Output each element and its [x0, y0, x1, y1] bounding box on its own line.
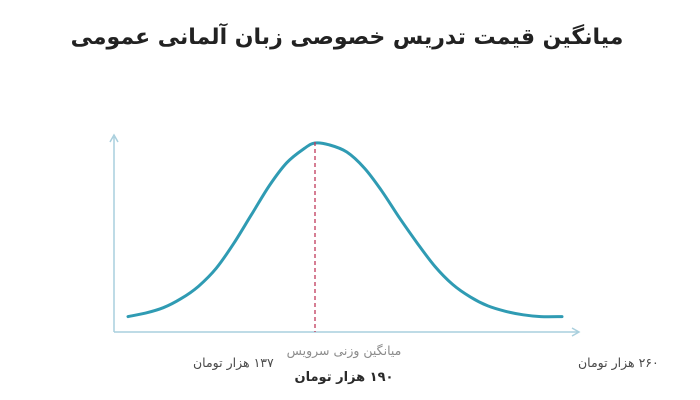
- max-price-label: ۲۶۰ هزار تومان: [578, 355, 659, 371]
- x-axis-arrow: [571, 327, 581, 337]
- y-axis-arrow: [109, 133, 119, 143]
- chart-title: میانگین قیمت تدریس خصوصی زبان آلمانی عمو…: [71, 22, 624, 50]
- x-axis: [114, 327, 581, 337]
- y-axis: [109, 133, 119, 332]
- mean-caption: میانگین وزنی سرویس: [287, 343, 402, 359]
- mean-price-label: ۱۹۰ هزار تومان: [295, 370, 394, 385]
- distribution-curve: [126, 141, 564, 319]
- min-price-label: ۱۳۷ هزار تومان: [193, 355, 274, 371]
